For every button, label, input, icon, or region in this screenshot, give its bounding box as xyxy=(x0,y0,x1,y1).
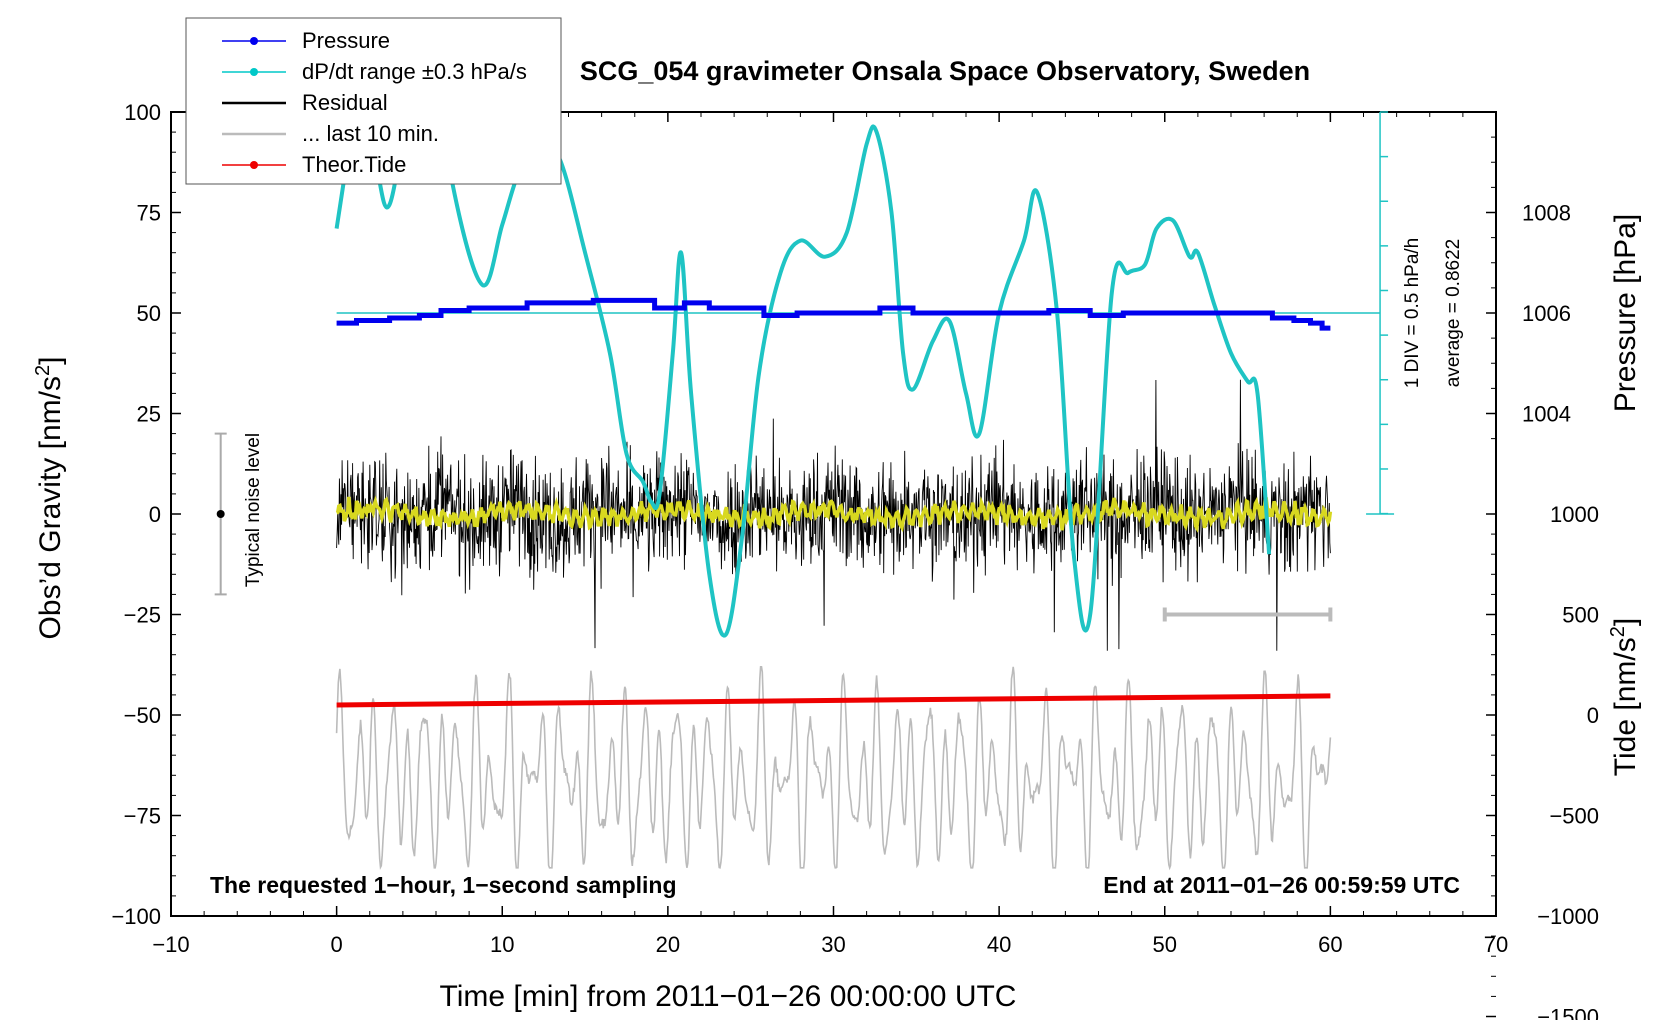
chart-title: SCG_054 gravimeter Onsala Space Observat… xyxy=(580,56,1310,86)
pressure-tick-label: 1004 xyxy=(1522,402,1571,427)
tide-tick-label: −500 xyxy=(1549,804,1599,829)
series-layer xyxy=(214,111,1395,871)
x-tick-label: 50 xyxy=(1153,932,1177,957)
legend-label: Residual xyxy=(302,90,388,115)
y-tick-label: 100 xyxy=(124,100,161,125)
tide-tick-label: 500 xyxy=(1562,603,1599,628)
x-tick-label: 20 xyxy=(656,932,680,957)
y-axis-label-left: Obs’d Gravity [nm/s2] xyxy=(32,357,67,640)
tide-tick-label: −1000 xyxy=(1537,904,1599,929)
smoothed-residual-line xyxy=(335,495,1333,533)
pressure-tick-label: 1006 xyxy=(1522,301,1571,326)
y-label-tide-close: ] xyxy=(1609,618,1642,626)
average-annotation: average = 0.8622 xyxy=(1443,239,1464,387)
tide-tick-label: 1000 xyxy=(1550,502,1599,527)
x-tick-label: −10 xyxy=(152,932,189,957)
annotation-bottom-right: End at 2011−01−26 00:59:59 UTC xyxy=(1103,872,1460,898)
y-label-tide-text: Tide [nm/s xyxy=(1609,637,1642,776)
x-tick-label: 0 xyxy=(331,932,343,957)
x-axis-label: Time [min] from 2011−01−26 00:00:00 UTC xyxy=(440,980,1017,1013)
theor-tide-line xyxy=(336,693,1331,708)
y-axis-label-tide: Tide [nm/s2] xyxy=(1607,618,1642,776)
legend-label: dP/dt range ±0.3 hPa/s xyxy=(302,59,527,84)
residual-line xyxy=(336,379,1331,651)
last-10-min-line xyxy=(335,666,1332,871)
x-tick-label: 10 xyxy=(490,932,514,957)
y-tick-label: 75 xyxy=(137,201,161,226)
y-tick-label: −25 xyxy=(124,603,161,628)
x-tick-label: 60 xyxy=(1318,932,1342,957)
y-tick-label: 0 xyxy=(149,502,161,527)
legend-label: ... last 10 min. xyxy=(302,121,439,146)
tide-tick-label: 0 xyxy=(1587,703,1599,728)
legend-label: Pressure xyxy=(302,28,390,53)
y-tick-label: −50 xyxy=(124,703,161,728)
legend: Pressure dP/dt range ±0.3 hPa/s Residual..… xyxy=(185,17,562,185)
y-tick-label: 25 xyxy=(137,402,161,427)
tide-tick-label: −1500 xyxy=(1537,1005,1599,1020)
legend-label: Theor.Tide xyxy=(302,152,406,177)
legend-swatch-dot xyxy=(250,161,258,169)
div-annotation: 1 DIV = 0.5 hPa/h xyxy=(1402,238,1423,389)
y-tick-label: −100 xyxy=(111,904,161,929)
y-label-tide-sup: 2 xyxy=(1607,626,1629,637)
dpdt-line xyxy=(334,112,1272,638)
pressure-tick-label: 1008 xyxy=(1522,201,1571,226)
axis-layer: −10 0 10 20 30 40 50 60 70−100−75−50−25025507510… xyxy=(111,100,1599,1020)
y-label-left-text: Obs’d Gravity [nm/s xyxy=(34,376,67,639)
y-tick-label: 50 xyxy=(137,301,161,326)
legend-swatch-dot xyxy=(250,37,258,45)
noise-level-label: Typical noise level xyxy=(243,433,264,587)
legend-box xyxy=(185,17,562,185)
y-label-left-sup: 2 xyxy=(32,365,54,376)
y-axis-label-pressure: Pressure [hPa] xyxy=(1609,214,1642,412)
legend-swatch-dot xyxy=(250,68,258,76)
annotation-bottom-left: The requested 1−hour, 1−second sampling xyxy=(210,872,677,898)
y-label-left-close: ] xyxy=(34,357,67,365)
x-tick-label: 40 xyxy=(987,932,1011,957)
y-tick-label: −75 xyxy=(124,804,161,829)
pressure-line xyxy=(336,297,1331,331)
x-tick-label: 30 xyxy=(821,932,845,957)
noise-level-dot xyxy=(216,510,225,518)
